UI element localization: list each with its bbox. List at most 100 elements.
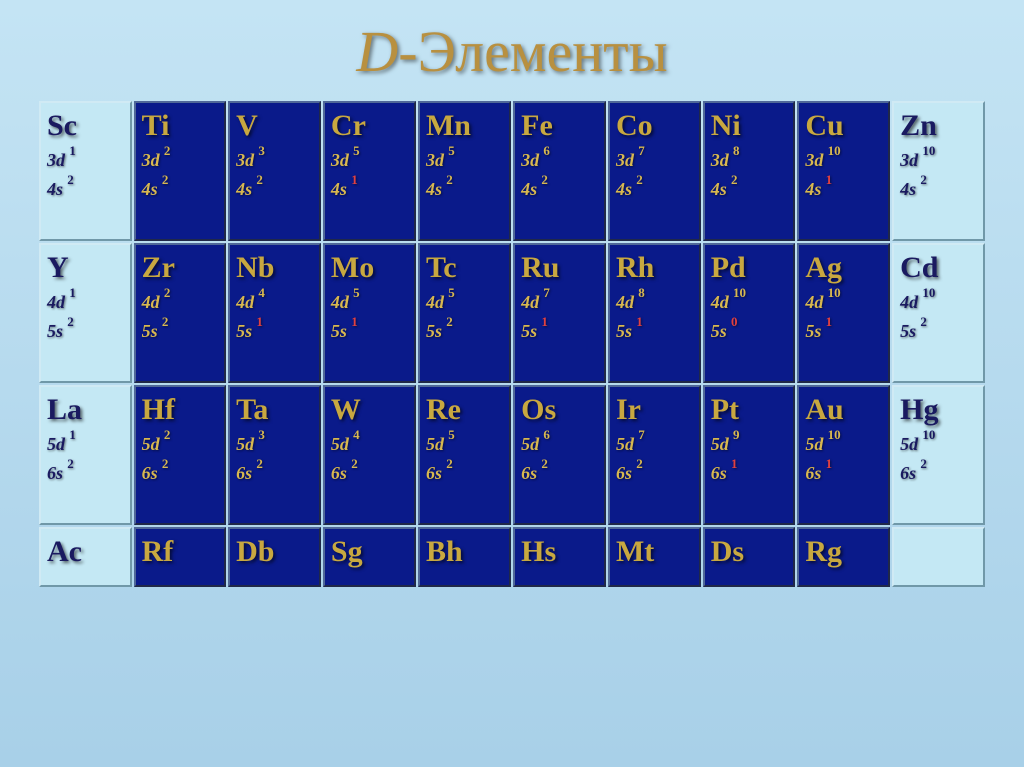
element-symbol: Sc [47, 111, 124, 141]
element-cell: Ds [703, 527, 796, 587]
element-cell: Tc 4d 55s 2 [418, 243, 511, 383]
element-cell: V 3d 34s 2 [228, 101, 321, 241]
element-symbol: Mt [616, 537, 693, 567]
electron-config: 5d 76s 2 [616, 429, 693, 487]
element-symbol: Pd [711, 253, 788, 283]
element-cell: Fe 3d 64s 2 [513, 101, 606, 241]
element-cell: Rh 4d 85s 1 [608, 243, 701, 383]
element-symbol: Zr [142, 253, 219, 283]
element-cell: Nb 4d 45s 1 [228, 243, 321, 383]
electron-config: 5d 106s 2 [900, 429, 977, 487]
element-cell: Au5d 106s 1 [797, 385, 890, 525]
element-cell: Sc 3d 14s 2 [39, 101, 132, 241]
element-symbol: Rf [142, 537, 219, 567]
element-cell: Ac [39, 527, 132, 587]
element-symbol: Co [616, 111, 693, 141]
element-symbol: Y [47, 253, 124, 283]
element-symbol: Db [236, 537, 313, 567]
element-cell: Pt 5d 96s 1 [703, 385, 796, 525]
element-cell: Cu 3d 104s 1 [797, 101, 890, 241]
element-cell: Zn 3d 104s 2 [892, 101, 985, 241]
element-symbol: Hg [900, 395, 977, 425]
element-cell: Ag 4d 105s 1 [797, 243, 890, 383]
electron-config: 3d 104s 1 [805, 145, 882, 203]
electron-config: 3d 104s 2 [900, 145, 977, 203]
electron-config: 4d 45s 1 [236, 287, 313, 345]
electron-config: 5d 26s 2 [142, 429, 219, 487]
element-cell: Pd 4d 105s 0 [703, 243, 796, 383]
electron-config: 4d 55s 2 [426, 287, 503, 345]
element-symbol: Ru [521, 253, 598, 283]
element-cell: Hf 5d 26s 2 [134, 385, 227, 525]
element-symbol: Ds [711, 537, 788, 567]
element-cell: Ir 5d 76s 2 [608, 385, 701, 525]
d-elements-table: Sc3d 14s 2Ti3d 24s 2V3d 34s 2Cr3d 54s 1M… [37, 99, 987, 589]
element-cell: Ti 3d 24s 2 [134, 101, 227, 241]
element-symbol: Hs [521, 537, 598, 567]
element-symbol: Hf [142, 395, 219, 425]
electron-config: 3d 74s 2 [616, 145, 693, 203]
element-cell: W5d 46s 2 [323, 385, 416, 525]
electron-config: 3d 24s 2 [142, 145, 219, 203]
element-symbol: Nb [236, 253, 313, 283]
element-cell: Cr 3d 54s 1 [323, 101, 416, 241]
electron-config: 5d 16s 2 [47, 429, 124, 487]
element-cell: Y 4d 15s 2 [39, 243, 132, 383]
electron-config: 5d 46s 2 [331, 429, 408, 487]
element-cell: Mn 3d 54s 2 [418, 101, 511, 241]
element-cell: Cd 4d 105s 2 [892, 243, 985, 383]
title-rest: -Элементы [398, 19, 667, 84]
element-cell: Rf [134, 527, 227, 587]
element-symbol: Sg [331, 537, 408, 567]
electron-config: 4d 25s 2 [142, 287, 219, 345]
electron-config: 4d 85s 1 [616, 287, 693, 345]
electron-config: 4d 55s 1 [331, 287, 408, 345]
electron-config: 4d 105s 1 [805, 287, 882, 345]
element-cell: Ru 4d 75s 1 [513, 243, 606, 383]
element-symbol: Mo [331, 253, 408, 283]
element-symbol: Fe [521, 111, 598, 141]
element-symbol: Ag [805, 253, 882, 283]
element-cell: Bh [418, 527, 511, 587]
element-cell: Re5d 56s 2 [418, 385, 511, 525]
electron-config: 4d 105s 2 [900, 287, 977, 345]
element-symbol: V [236, 111, 313, 141]
element-cell: Ta5d 36s 2 [228, 385, 321, 525]
element-cell: Hs [513, 527, 606, 587]
element-symbol: Cr [331, 111, 408, 141]
electron-config: 3d 34s 2 [236, 145, 313, 203]
electron-config: 3d 54s 1 [331, 145, 408, 203]
element-cell: Mo 4d 55s 1 [323, 243, 416, 383]
element-symbol: Cd [900, 253, 977, 283]
element-cell: Sg [323, 527, 416, 587]
element-symbol: Tc [426, 253, 503, 283]
electron-config: 5d 96s 1 [711, 429, 788, 487]
electron-config: 3d 64s 2 [521, 145, 598, 203]
element-symbol: Mn [426, 111, 503, 141]
element-symbol: Rg [805, 537, 882, 567]
element-symbol: Re [426, 395, 503, 425]
electron-config: 4d 105s 0 [711, 287, 788, 345]
element-symbol: Bh [426, 537, 503, 567]
element-cell: Zr 4d 25s 2 [134, 243, 227, 383]
element-symbol: Pt [711, 395, 788, 425]
element-symbol: Ta [236, 395, 313, 425]
element-symbol: Ir [616, 395, 693, 425]
element-symbol: Rh [616, 253, 693, 283]
electron-config: 5d 66s 2 [521, 429, 598, 487]
element-symbol: Ti [142, 111, 219, 141]
element-cell: Db [228, 527, 321, 587]
element-symbol: Cu [805, 111, 882, 141]
element-symbol: Os [521, 395, 598, 425]
electron-config: 4d 15s 2 [47, 287, 124, 345]
electron-config: 3d 54s 2 [426, 145, 503, 203]
element-symbol: Ac [47, 537, 124, 567]
electron-config: 3d 84s 2 [711, 145, 788, 203]
element-symbol: Zn [900, 111, 977, 141]
electron-config: 3d 14s 2 [47, 145, 124, 203]
element-cell: Os 5d 66s 2 [513, 385, 606, 525]
element-symbol: Au [805, 395, 882, 425]
element-cell: Mt [608, 527, 701, 587]
element-cell: La5d 16s 2 [39, 385, 132, 525]
electron-config: 4d 75s 1 [521, 287, 598, 345]
